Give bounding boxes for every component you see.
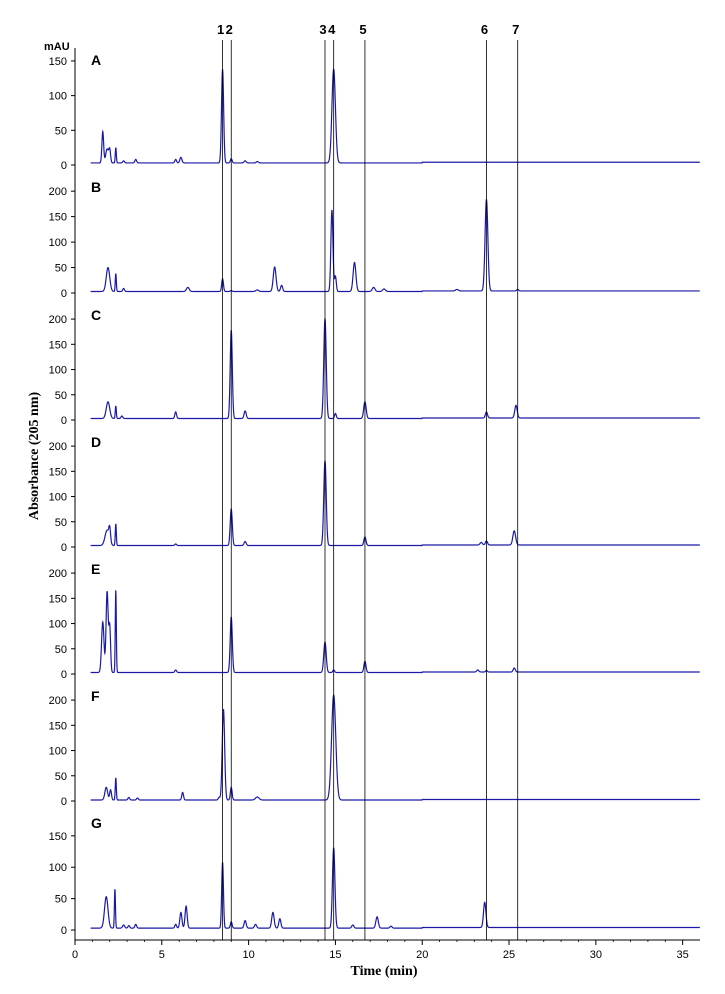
y-tick-label: 50 bbox=[55, 517, 67, 529]
panel-c-trace bbox=[90, 318, 700, 420]
y-tick-label: 150 bbox=[49, 212, 67, 224]
y-tick-label: 200 bbox=[49, 186, 67, 198]
y-unit-label: mAU bbox=[44, 41, 70, 53]
y-tick-label: 150 bbox=[49, 720, 67, 732]
panel-g: 0 50 100 150 G bbox=[49, 811, 700, 940]
panel-label: A bbox=[91, 52, 101, 68]
peak-marker-label-4: 4 bbox=[328, 22, 336, 37]
x-axis: 0 5 10 15 20 25 30 35 bbox=[72, 939, 700, 961]
y-tick-label: 100 bbox=[49, 746, 67, 758]
y-tick-label: 50 bbox=[55, 894, 67, 906]
peak-marker-label-7: 7 bbox=[512, 22, 519, 37]
peak-marker-label-2: 2 bbox=[226, 22, 233, 37]
x-tick-label: 5 bbox=[159, 949, 165, 961]
y-tick-label: 0 bbox=[61, 925, 67, 937]
peak-marker-label-3: 3 bbox=[319, 22, 326, 37]
panel-f-trace bbox=[90, 693, 700, 801]
panel-a-trace bbox=[90, 67, 700, 164]
panel-d-trace bbox=[90, 460, 700, 547]
y-tick-label: 200 bbox=[49, 568, 67, 580]
y-tick-label: 0 bbox=[61, 415, 67, 427]
peak-marker-label-1: 1 bbox=[217, 22, 224, 37]
x-tick-label: 0 bbox=[72, 949, 78, 961]
panel-label: E bbox=[91, 561, 100, 577]
y-tick-label: 100 bbox=[49, 619, 67, 631]
panel-label: C bbox=[91, 307, 101, 323]
peak-marker-label-5: 5 bbox=[359, 22, 366, 37]
y-tick-label: 150 bbox=[49, 831, 67, 843]
panel-b: 0 50 100 150 200 B bbox=[49, 175, 700, 303]
y-tick-label: 100 bbox=[49, 862, 67, 874]
y-tick-label: 150 bbox=[49, 56, 67, 68]
x-tick-label: 35 bbox=[677, 949, 689, 961]
y-axis-title: Absorbance (205 nm) bbox=[27, 392, 42, 521]
panel-e-trace bbox=[90, 590, 700, 674]
y-tick-label: 100 bbox=[49, 237, 67, 249]
panel-label: B bbox=[91, 179, 101, 195]
panel-d: 0 50 100 150 200 D bbox=[49, 430, 700, 557]
y-tick-label: 100 bbox=[49, 365, 67, 377]
y-tick-label: 150 bbox=[49, 339, 67, 351]
panel-label: G bbox=[91, 815, 102, 831]
y-tick-label: 50 bbox=[55, 125, 67, 137]
y-tick-label: 0 bbox=[61, 542, 67, 554]
panel-c: 0 50 100 150 200 C bbox=[49, 303, 700, 430]
panel-f: 0 50 100 150 200 F bbox=[49, 684, 700, 811]
y-tick-label: 50 bbox=[55, 644, 67, 656]
y-tick-label: 50 bbox=[55, 263, 67, 275]
panel-e: 0 50 100 150 200 E bbox=[49, 557, 700, 684]
y-tick-label: 0 bbox=[61, 669, 67, 681]
y-tick-label: 0 bbox=[61, 160, 67, 172]
y-tick-label: 0 bbox=[61, 288, 67, 300]
panels-group: 0 50 100 150 A 0 50 100 150 200 B 0 50 100 150 200 C 0 50 1… bbox=[49, 48, 700, 940]
panel-b-trace bbox=[90, 199, 700, 293]
y-tick-label: 200 bbox=[49, 314, 67, 326]
y-tick-label: 50 bbox=[55, 390, 67, 402]
x-tick-label: 15 bbox=[329, 949, 341, 961]
x-tick-label: 20 bbox=[416, 949, 428, 961]
x-tick-label: 10 bbox=[242, 949, 254, 961]
y-tick-label: 200 bbox=[49, 441, 67, 453]
y-tick-label: 150 bbox=[49, 593, 67, 605]
x-tick-label: 30 bbox=[590, 949, 602, 961]
y-tick-label: 50 bbox=[55, 771, 67, 783]
y-tick-label: 0 bbox=[61, 796, 67, 808]
panel-label: D bbox=[91, 434, 101, 450]
y-tick-label: 200 bbox=[49, 695, 67, 707]
peak-marker-label-6: 6 bbox=[481, 22, 488, 37]
panel-a: 0 50 100 150 A bbox=[49, 48, 700, 175]
panel-g-trace bbox=[90, 847, 700, 929]
y-tick-label: 150 bbox=[49, 466, 67, 478]
y-tick-label: 100 bbox=[49, 91, 67, 103]
panel-label: F bbox=[91, 688, 100, 704]
x-tick-label: 25 bbox=[503, 949, 515, 961]
x-axis-title: Time (min) bbox=[350, 964, 417, 979]
y-tick-label: 100 bbox=[49, 492, 67, 504]
